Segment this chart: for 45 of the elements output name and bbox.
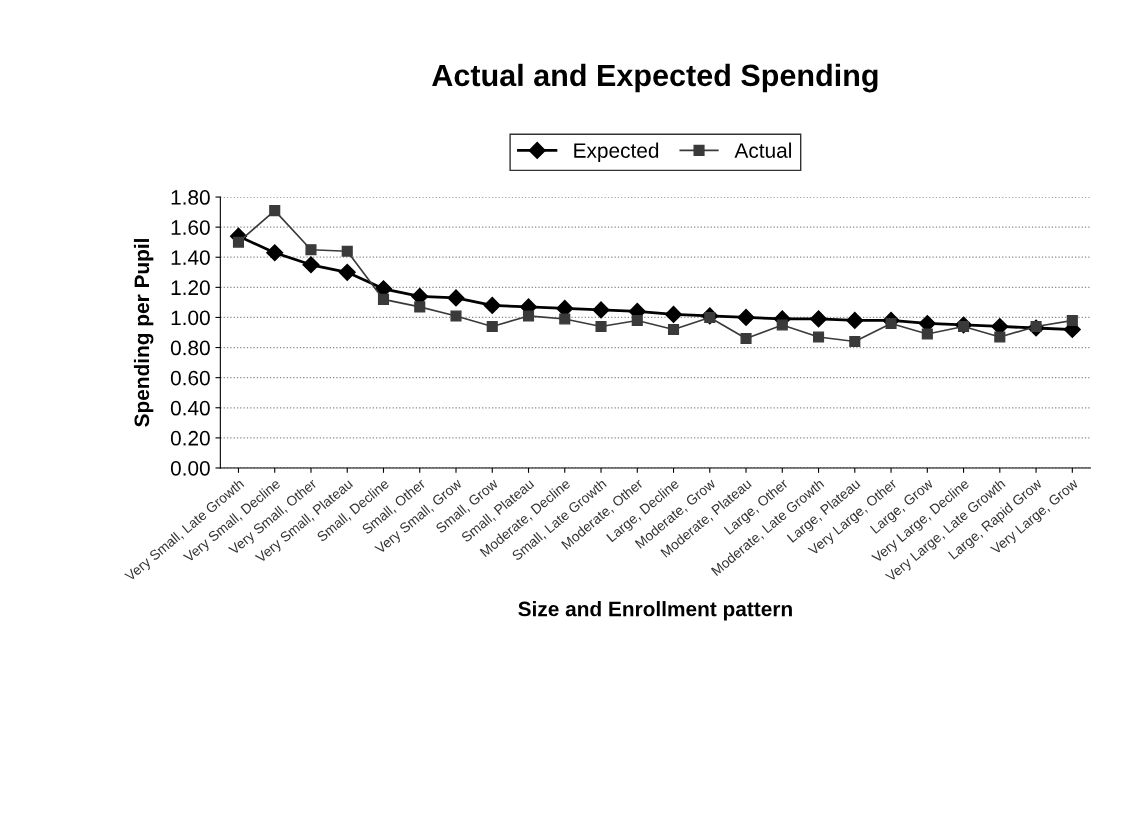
point [667, 323, 680, 336]
point [559, 313, 571, 325]
point [486, 320, 498, 333]
point [341, 245, 353, 257]
point [631, 314, 643, 327]
point [994, 331, 1006, 343]
point [338, 263, 356, 281]
point [664, 305, 683, 323]
legend-label: Expected [574, 142, 659, 163]
point [522, 310, 535, 322]
point [414, 301, 426, 313]
point [776, 319, 788, 331]
point [450, 310, 462, 322]
point [809, 310, 828, 328]
y-tick-label: 1.00 [171, 310, 210, 326]
chart-title: Actual and Expected Spending [432, 63, 878, 93]
point [812, 331, 825, 343]
y-tick-label: 1.20 [171, 280, 210, 296]
point [921, 328, 933, 340]
point [447, 289, 465, 307]
point [737, 308, 755, 327]
y-tick-label: 0.00 [170, 460, 210, 476]
point [849, 335, 861, 348]
y-tick-label: 0.80 [170, 340, 210, 356]
y-tick-label: 0.60 [170, 370, 210, 386]
y-tick-label: 1.80 [171, 190, 210, 205]
y-tick-label: 1.40 [171, 250, 210, 265]
point [595, 320, 607, 333]
point [846, 311, 864, 330]
point [302, 256, 320, 274]
point [305, 244, 317, 256]
point [269, 205, 281, 217]
y-tick-label: 0.20 [170, 430, 210, 446]
y-tick-label: 0.40 [170, 400, 210, 416]
y-axis-title: Spending per Pupil [133, 239, 154, 427]
point [483, 296, 501, 314]
point [592, 301, 610, 319]
legend-label: Actual [734, 142, 791, 158]
point [232, 236, 245, 248]
x-axis-title: Size and Enrollment pattern [518, 601, 792, 621]
point [266, 244, 284, 262]
point [377, 293, 390, 305]
point [740, 332, 752, 345]
y-tick-label: 1.60 [171, 220, 210, 235]
point [1066, 314, 1078, 327]
